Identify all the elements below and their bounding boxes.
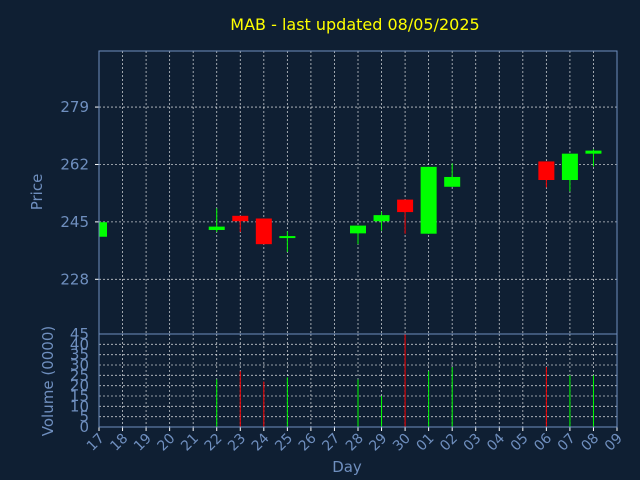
- day-tick-label: 02: [437, 431, 461, 455]
- day-tick-label: 26: [296, 430, 320, 454]
- day-tick-label: 09: [602, 431, 626, 455]
- day-tick-label: 28: [343, 431, 367, 455]
- day-tick-label: 21: [178, 431, 202, 455]
- volume-panel-frame: [98, 333, 618, 428]
- day-tick-label: 23: [225, 431, 249, 455]
- price-tick-label: 245: [60, 213, 89, 231]
- candle-body: [561, 153, 578, 181]
- day-tick-label: 03: [461, 431, 485, 455]
- candle-body: [350, 225, 366, 234]
- volume-bars: [216, 334, 594, 427]
- volume-tick-label: 15: [70, 387, 89, 405]
- volume-tick-label: 45: [70, 325, 89, 343]
- candle-body: [420, 166, 437, 234]
- volume-tick-label: 35: [70, 346, 89, 364]
- volume-tick-label: 25: [70, 366, 89, 384]
- y-axis-label-volume: Volume (0000): [39, 326, 57, 436]
- candle-body: [444, 176, 461, 187]
- day-tick-label: 06: [531, 430, 555, 454]
- day-tick-label: 22: [202, 431, 226, 455]
- day-tick-label: 29: [366, 431, 390, 455]
- day-tick-label: 08: [578, 431, 602, 455]
- volume-tick-label: 30: [70, 356, 89, 374]
- candle-body: [208, 226, 225, 230]
- volume-tick-label: 5: [79, 408, 89, 426]
- candle-body: [585, 150, 602, 154]
- day-tick-label: 27: [319, 431, 343, 455]
- volume-tick-label: 10: [70, 397, 89, 415]
- day-tick-label: 07: [555, 431, 579, 455]
- price-tick-label: 279: [60, 98, 89, 116]
- day-tick-label: 30: [390, 431, 414, 455]
- day-tick-label: 20: [155, 431, 179, 455]
- y-axis-label-price: Price: [28, 174, 46, 211]
- candle-body: [279, 236, 296, 239]
- candle-body: [373, 215, 390, 222]
- day-tick-label: 04: [484, 430, 508, 454]
- volume-tick-label: 40: [70, 335, 89, 353]
- x-axis-label: Day: [332, 458, 362, 476]
- day-tick-label: 05: [508, 431, 532, 455]
- candles: [98, 149, 602, 252]
- candle-body: [397, 199, 414, 213]
- day-tick-label: 18: [107, 431, 131, 455]
- day-tick-label: 01: [414, 431, 438, 455]
- day-tick-label: 25: [272, 431, 296, 455]
- candle-body: [99, 222, 107, 237]
- day-tick-labels: 17 18 19 20 21 22 23 24 25 26 27 28 29 30 01 02 03 04 05 06…: [84, 427, 626, 454]
- price-gridlines: [99, 51, 617, 334]
- price-tick-label: 228: [60, 270, 89, 288]
- volume-tick-label: 20: [70, 377, 89, 395]
- candle-body: [538, 161, 555, 181]
- candle-body: [255, 218, 272, 245]
- chart-title: MAB - last updated 08/05/2025: [230, 15, 479, 34]
- price-tick-label: 262: [60, 155, 89, 173]
- candle-body: [232, 215, 249, 222]
- price-tick-labels: 228 245 262 279: [60, 98, 99, 288]
- day-tick-label: 19: [131, 431, 155, 455]
- volume-tick-label: 0: [79, 418, 89, 436]
- day-tick-label: 24: [249, 430, 273, 454]
